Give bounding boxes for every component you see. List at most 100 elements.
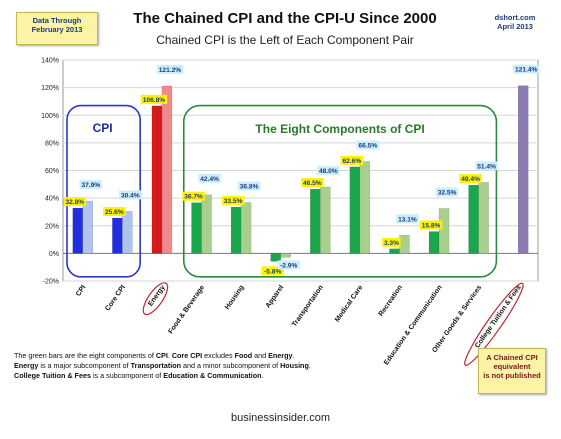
cpi-u-value-label-bg — [356, 140, 380, 150]
category-label: Medical Care — [334, 284, 365, 323]
cpi-u-value-label: -2.9% — [280, 262, 297, 269]
chained-cpi-bar — [389, 248, 400, 254]
caption-text: excludes — [202, 351, 235, 360]
chained-value-label: -5.8% — [264, 268, 281, 275]
callout-line2: equivalent — [493, 362, 531, 371]
cpi-u-value-label: 32.5% — [438, 189, 457, 196]
chained-value-label-bg — [221, 196, 245, 206]
cpi-u-bar — [122, 211, 133, 254]
chained-value-label-bg — [301, 178, 324, 188]
cpi-u-value-label: 51.4% — [477, 163, 496, 170]
caption-line3: College Tuition & Fees is a subcomponent… — [14, 371, 384, 381]
category-label: Apparel — [265, 284, 286, 309]
category-label: Energy — [147, 284, 166, 308]
cpi-u-value-label: 30.4% — [121, 192, 140, 199]
cpi-u-value-label: 66.5% — [359, 143, 378, 150]
y-tick-label: 140% — [41, 58, 59, 65]
caption-bold: Core CPI — [171, 351, 203, 360]
caption-line2: Energy is a major subcomponent of Transp… — [14, 361, 384, 371]
source-line2: April 2013 — [497, 22, 533, 31]
data-through-line2: February 2013 — [31, 25, 83, 34]
chained-cpi-bar — [151, 105, 163, 254]
cpi-u-value-label-bg — [317, 166, 340, 176]
components-group-box — [182, 104, 498, 278]
components-group-label: The Eight Components of CPI — [255, 122, 424, 136]
caption-text: is a major subcomponent of — [38, 361, 131, 370]
category-label: Housing — [224, 284, 246, 311]
y-tick-label: 40% — [45, 196, 59, 203]
cpi-u-bar — [478, 182, 489, 254]
highlight-ellipse — [142, 282, 169, 316]
cpi-u-value-label-bg — [79, 180, 103, 190]
y-tick-label: -20% — [43, 279, 59, 286]
y-axis-ticks: -20% 0% 20% 40% 60% 80% 100% 120% 140% — [41, 58, 59, 286]
category-label: Core CPI — [104, 284, 127, 312]
chained-value-label: 106.8% — [143, 97, 166, 104]
y-tick-label: 20% — [45, 223, 59, 230]
chained-cpi-bar — [468, 184, 479, 254]
chained-value-label-bg — [340, 155, 364, 165]
chained-cpi-bar — [230, 206, 242, 254]
chained-value-label: 36.7% — [184, 194, 203, 201]
cpi-u-bar — [399, 235, 410, 254]
chart-title: The Chained CPI and the CPI-U Since 2000 — [133, 10, 437, 27]
cpi-u-value-label: 121.4% — [515, 67, 538, 74]
chained-value-label-bg — [63, 197, 87, 207]
gridlines — [63, 59, 538, 282]
caption-text: The green bars are the eight components … — [14, 351, 156, 360]
chained-value-label-bg — [103, 207, 126, 217]
cpi-u-value-label-bg — [475, 161, 498, 171]
caption-bold: Housing — [280, 361, 309, 370]
caption-text: . — [167, 351, 172, 360]
chained-value-label: 3.3% — [384, 240, 399, 247]
chained-cpi-bar — [72, 207, 83, 254]
cpi-u-bar — [359, 161, 371, 254]
tuition-callout: A Chained CPI equivalent is not publishe… — [478, 348, 546, 394]
cpi-u-bar — [240, 202, 252, 254]
chained-value-label: 62.6% — [343, 158, 362, 165]
cpi-u-value-label-bg — [156, 64, 184, 74]
data-through-line1: Data Through — [32, 16, 82, 25]
cpi-u-value-label-bg — [277, 260, 300, 270]
chained-value-label-bg — [382, 237, 401, 247]
cpi-u-value-label: 48.0% — [319, 168, 338, 175]
chart-subtitle: Chained CPI is the Left of Each Componen… — [156, 33, 414, 47]
chained-cpi-bar — [428, 231, 440, 254]
chained-value-label: 15.8% — [422, 223, 441, 230]
chained-value-label-bg — [419, 220, 443, 230]
cpi-group-label: CPI — [93, 121, 113, 135]
caption-text: and a minor subcomponent of — [181, 361, 281, 370]
caption-bold: College Tuition & Fees — [14, 371, 91, 380]
source-credit: dshort.com April 2013 — [480, 13, 550, 31]
chained-value-label-bg — [261, 266, 284, 276]
cpi-u-bar — [438, 208, 450, 254]
cpi-u-value-label: 121.2% — [159, 67, 182, 74]
data-through-note: Data Through February 2013 — [16, 12, 98, 45]
category-label: College Tuition & Fees — [474, 284, 523, 349]
chained-cpi-bar — [191, 202, 202, 254]
caption-text: and — [252, 351, 269, 360]
cpi-u-value-label: 42.4% — [200, 176, 219, 183]
cpi-u-bar — [201, 194, 212, 254]
cpi-u-value-label-bg — [513, 64, 540, 74]
caption-bold: Education & Communication — [163, 371, 262, 380]
cpi-u-value-label: 13.1% — [398, 216, 417, 223]
cpi-u-value-label-bg — [198, 173, 221, 183]
y-tick-label: 120% — [41, 85, 59, 92]
chained-value-label: 32.8% — [65, 199, 84, 206]
chained-value-label: 46.5% — [303, 180, 322, 187]
cpi-u-value-label-bg — [119, 190, 142, 200]
category-label: Recreation — [378, 284, 404, 318]
data-labels: 32.8% 37.9% 25.6% 30.4% 106.8% 121.2% 36.7% 42.… — [63, 64, 540, 276]
caption-line1: The green bars are the eight components … — [14, 351, 384, 361]
cpi-u-value-label-bg — [237, 181, 261, 191]
caption-bold: Energy — [14, 361, 39, 370]
caption-bold: Energy — [268, 351, 293, 360]
category-label: Transportation — [291, 284, 325, 328]
question-mark: ? — [508, 95, 518, 112]
category-label: CPI — [75, 284, 87, 298]
caption-text: . — [261, 371, 264, 380]
caption-bold: CPI — [155, 351, 168, 360]
